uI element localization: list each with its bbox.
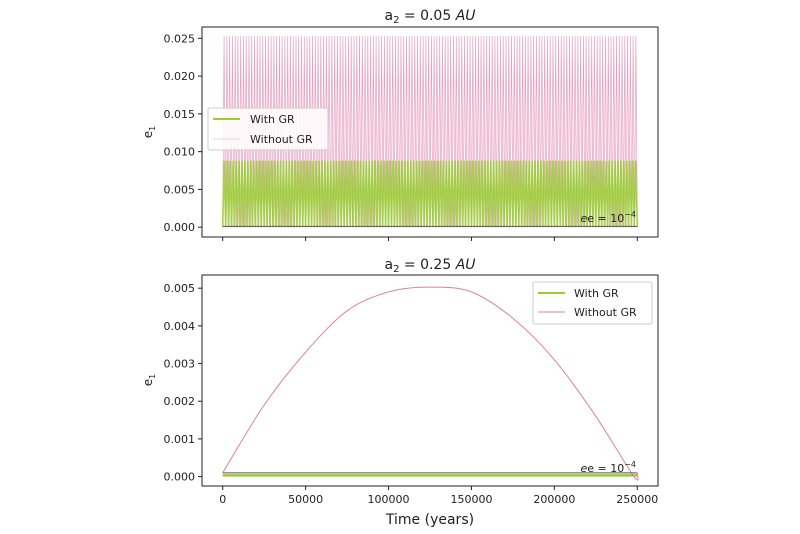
x-axis-label: Time (years): [385, 512, 474, 528]
y-tick-label: 0.000: [164, 221, 196, 234]
series-with-gr: [221, 160, 639, 228]
y-tick-label: 0.002: [164, 395, 196, 408]
top-panel: a2 = 0.05 AU e1 0.000 0.005 0.010 0.015 0.02…: [141, 8, 659, 241]
top-annotation: ee = 10−4: [580, 210, 636, 225]
top-ylabel: e1: [141, 126, 157, 138]
legend-without-gr: Without GR: [574, 306, 637, 319]
bottom-panel: a2 = 0.25 AU e1 0.000 0.001 0.002 0.003 0.00…: [141, 257, 659, 528]
bottom-annotation: ee = 10−4: [580, 460, 636, 475]
x-tick-label: 250000: [616, 493, 658, 506]
x-tick-label: 100000: [368, 493, 410, 506]
y-tick-label: 0.005: [164, 183, 196, 196]
bottom-title: a2 = 0.25 AU: [384, 257, 475, 275]
y-tick-label: 0.000: [164, 471, 196, 484]
x-tick-label: 200000: [533, 493, 575, 506]
y-tick-label: 0.025: [164, 32, 196, 45]
y-tick-label: 0.005: [164, 282, 196, 295]
y-tick-label: 0.010: [164, 146, 196, 159]
y-tick-label: 0.003: [164, 358, 196, 371]
top-legend: With GR Without GR: [207, 107, 329, 151]
y-tick-label: 0.001: [164, 433, 196, 446]
bottom-legend: With GR Without GR: [532, 281, 653, 325]
series-without-gr: [222, 286, 639, 481]
bottom-axes-frame: [201, 274, 659, 487]
top-title: a2 = 0.05 AU: [384, 8, 475, 26]
x-tick-label: 0: [219, 493, 226, 506]
legend-with-gr: With GR: [574, 287, 619, 300]
legend-with-gr: With GR: [250, 113, 295, 126]
y-tick-label: 0.020: [164, 70, 196, 83]
legend-without-gr: Without GR: [250, 133, 313, 146]
y-tick-label: 0.004: [164, 320, 196, 333]
x-tick-label: 150000: [450, 493, 492, 506]
top-axes-frame: [201, 26, 659, 238]
bottom-ylabel: e1: [141, 374, 157, 386]
x-tick-label: 50000: [288, 493, 323, 506]
y-tick-label: 0.015: [164, 108, 196, 121]
